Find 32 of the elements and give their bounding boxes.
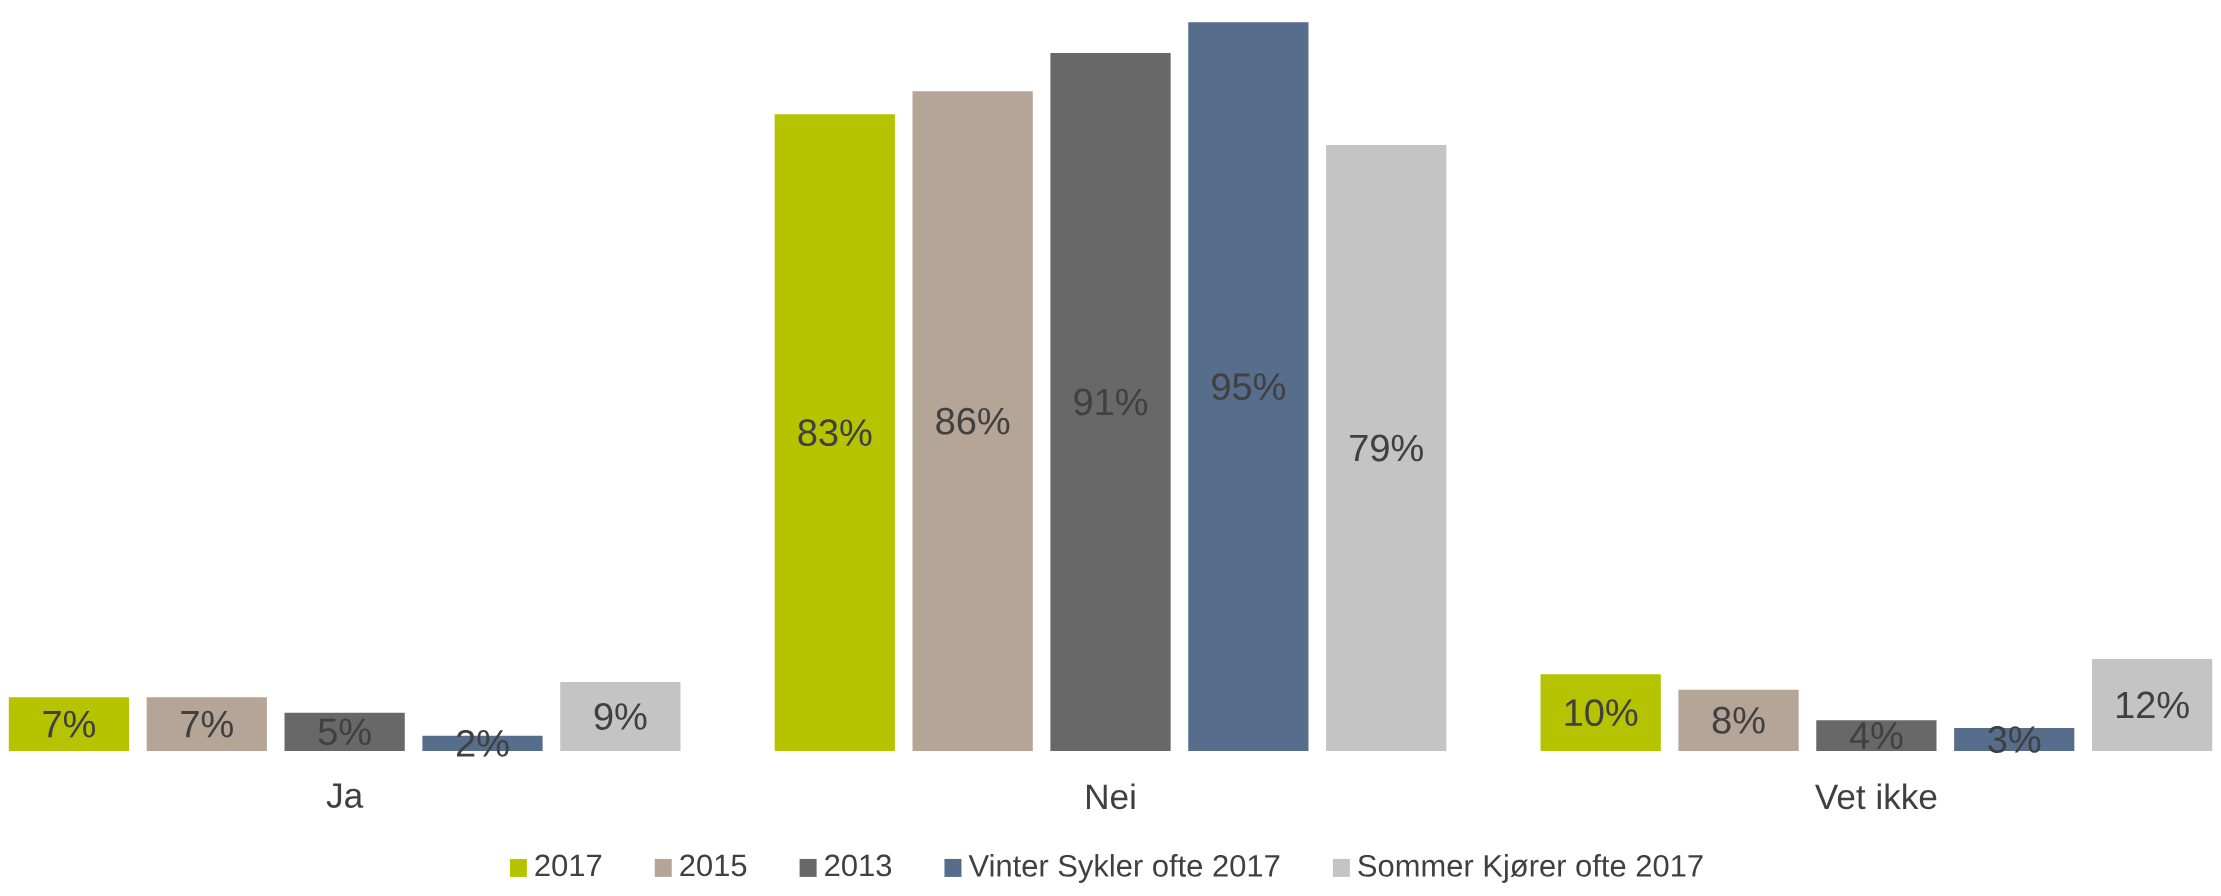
data-label: 3% [1988,726,2041,754]
data-label: 83% [798,419,872,447]
legend-label: Sommer Kjører ofte 2017 [1358,854,1703,883]
data-label: 10% [1565,699,1638,727]
data-label: 7% [181,710,233,738]
bar [1050,53,1171,752]
legend-label: Vinter Sykler ofte 2017 [968,854,1280,883]
bar [560,682,681,752]
legend-label: 2015 [680,854,747,877]
bar [1678,689,1799,752]
legend-label: 2017 [535,854,602,877]
bar [2091,659,2213,752]
x-tick-label: Nei [1087,783,1135,810]
x-tick-label: Ja [326,783,364,809]
bar [912,91,1033,752]
data-label: 12% [2116,691,2189,719]
x-tick-label: Vet ikke [1815,783,1937,810]
bar [8,697,130,752]
data-label: 8% [1712,706,1765,734]
data-label: 79% [1350,434,1423,462]
bar [1188,22,1309,752]
bar [774,114,895,752]
legend-label: 2013 [825,854,892,877]
bar [1326,145,1447,752]
data-label: 86% [936,407,1010,435]
bar [1816,720,1937,752]
data-label: 95% [1212,373,1286,401]
data-label: 9% [594,703,647,731]
data-label: 7% [43,710,96,738]
bar [146,697,267,752]
data-label: 2% [457,730,509,757]
bar [1540,674,1661,752]
